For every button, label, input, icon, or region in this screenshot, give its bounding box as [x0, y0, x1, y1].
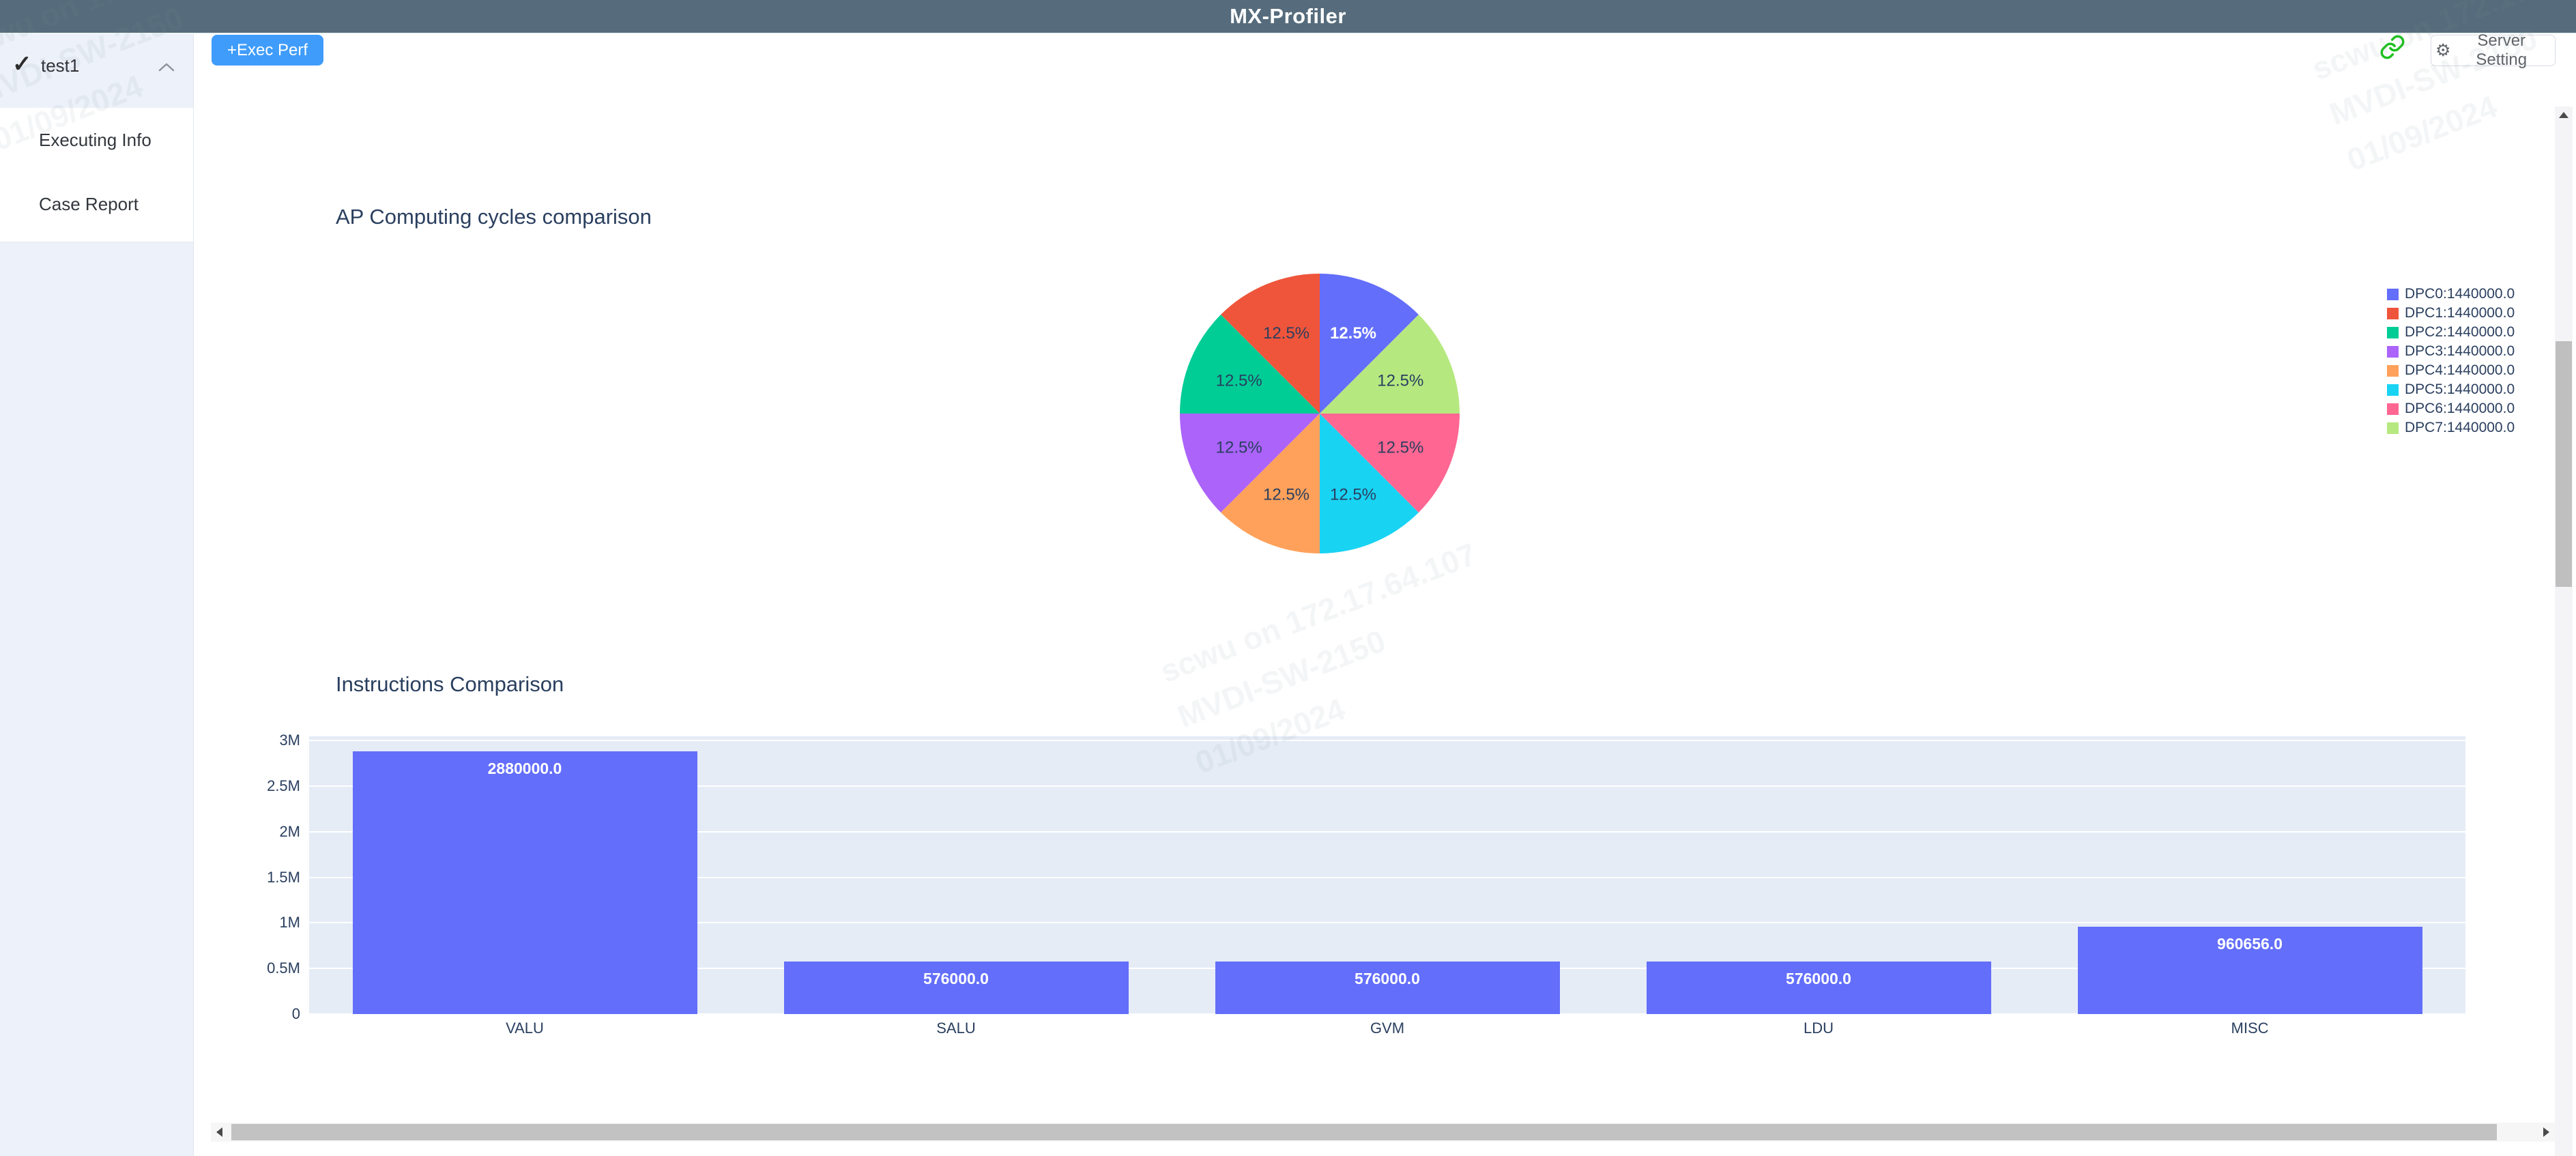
legend-label: DPC3:1440000.0 [2405, 343, 2515, 359]
gear-icon: ⚙ [2435, 41, 2451, 60]
bar-valu[interactable] [352, 751, 697, 1014]
link-icon[interactable] [2379, 34, 2405, 60]
sidebar-menu: Executing Info Case Report [0, 108, 193, 242]
legend-item-dpc2[interactable]: DPC2:1440000.0 [2387, 323, 2515, 342]
legend-swatch-icon [2387, 364, 2399, 377]
scroll-up-arrow-icon[interactable] [2559, 112, 2568, 118]
bar-gvm[interactable] [1215, 962, 1560, 1014]
x-axis-tick-label: MISC [2231, 1020, 2269, 1037]
pie-slice-dpc1[interactable] [1221, 274, 1320, 414]
chevron-up-icon[interactable] [158, 61, 175, 76]
legend-swatch-icon [2387, 288, 2399, 300]
pie-slice-label: 12.5% [1216, 438, 1262, 457]
x-axis-tick-label: VALU [506, 1020, 544, 1037]
legend-swatch-icon [2387, 345, 2399, 358]
sidebar-item-case-report[interactable]: Case Report [0, 172, 193, 236]
y-axis-tick-label: 2M [279, 822, 300, 840]
sidebar-project-row[interactable]: ✓ test1 [0, 33, 193, 109]
gridline [309, 785, 2465, 787]
scroll-right-arrow-icon[interactable] [2543, 1127, 2549, 1137]
app-header: MX-Profiler [0, 0, 2576, 34]
legend-label: DPC6:1440000.0 [2405, 401, 2515, 416]
bar-value-label: 960656.0 [2217, 934, 2283, 953]
sidebar-item-label: Executing Info [39, 129, 151, 150]
bar-value-label: 576000.0 [1355, 970, 1420, 987]
legend-swatch-icon [2387, 422, 2399, 434]
sidebar-item-label: Case Report [39, 193, 139, 214]
y-axis-tick-label: 1M [279, 914, 300, 931]
legend-swatch-icon [2387, 403, 2399, 415]
pie-slice-label: 12.5% [1263, 324, 1309, 343]
y-axis-tick-label: 2.5M [267, 777, 300, 794]
legend-label: DPC5:1440000.0 [2405, 381, 2515, 397]
legend-label: DPC4:1440000.0 [2405, 362, 2515, 378]
bar-ldu[interactable] [1646, 962, 1991, 1014]
y-axis-tick-label: 1.5M [267, 868, 300, 886]
scroll-left-arrow-icon[interactable] [216, 1127, 222, 1137]
gridline [309, 922, 2465, 924]
legend-item-dpc6[interactable]: DPC6:1440000.0 [2387, 399, 2515, 418]
x-axis-tick-label: GVM [1370, 1020, 1405, 1037]
bar-value-label: 2880000.0 [487, 760, 562, 778]
legend-item-dpc4[interactable]: DPC4:1440000.0 [2387, 361, 2515, 380]
gridline [309, 830, 2465, 833]
legend-item-dpc0[interactable]: DPC0:1440000.0 [2387, 285, 2515, 304]
exec-perf-button[interactable]: +Exec Perf [212, 35, 323, 66]
pie-chart[interactable]: 12.5% 12.5% 12.5% 12.5% 12.5% 12.5% 12.5% 12.5% [1163, 257, 1477, 570]
pie-slice-dpc6[interactable] [1320, 414, 1460, 512]
legend-swatch-icon [2387, 307, 2399, 319]
legend-item-dpc1[interactable]: DPC1:1440000.0 [2387, 304, 2515, 323]
bar-chart-plot-area[interactable] [309, 736, 2465, 1015]
legend-label: DPC7:1440000.0 [2405, 420, 2515, 435]
legend-swatch-icon [2387, 326, 2399, 338]
horizontal-scrollbar-thumb[interactable] [231, 1124, 2497, 1140]
legend-item-dpc5[interactable]: DPC5:1440000.0 [2387, 380, 2515, 399]
pie-slice-label: 12.5% [1377, 438, 1423, 457]
sidebar-item-executing-info[interactable]: Executing Info [0, 108, 193, 172]
legend-item-dpc3[interactable]: DPC3:1440000.0 [2387, 342, 2515, 361]
y-axis-tick-label: 0 [291, 1005, 300, 1022]
legend-label: DPC1:1440000.0 [2405, 305, 2515, 321]
pie-slice-dpc2[interactable] [1180, 315, 1320, 414]
legend-swatch-icon [2387, 384, 2399, 396]
server-setting-button[interactable]: ⚙ Server Setting [2431, 31, 2556, 69]
pie-slice-label: 12.5% [1216, 371, 1262, 390]
bar-misc[interactable] [2077, 926, 2422, 1014]
server-setting-label: Server Setting [2476, 31, 2528, 69]
bar-value-label: 576000.0 [1786, 970, 1851, 987]
pie-slice-label: 12.5% [1330, 324, 1376, 343]
gridline [309, 1013, 2465, 1015]
pie-slice-dpc5[interactable] [1320, 414, 1419, 553]
pie-slice-dpc7[interactable] [1320, 315, 1460, 414]
gridline [309, 876, 2465, 878]
legend-label: DPC2:1440000.0 [2405, 324, 2515, 340]
project-name: test1 [41, 55, 80, 76]
vertical-scrollbar[interactable] [2555, 106, 2573, 1156]
pie-slice-dpc3[interactable] [1180, 414, 1320, 512]
y-axis-tick-label: 0.5M [267, 959, 300, 977]
bar-value-label: 576000.0 [923, 970, 989, 987]
check-icon: ✓ [12, 51, 32, 77]
horizontal-scrollbar[interactable] [211, 1123, 2555, 1142]
y-axis-tick-label: 3M [279, 732, 300, 749]
bar-section-title: Instructions Comparison [336, 672, 564, 696]
pie-slice-label: 12.5% [1330, 486, 1376, 504]
pie-slice-label: 12.5% [1263, 486, 1309, 504]
x-axis-tick-label: LDU [1803, 1020, 1834, 1037]
gridline [309, 740, 2465, 741]
pie-slice-label: 12.5% [1377, 371, 1423, 390]
bar-salu[interactable] [783, 962, 1129, 1014]
pie-slice-dpc0[interactable] [1320, 274, 1419, 414]
x-axis-tick-label: SALU [936, 1020, 976, 1037]
legend-item-dpc7[interactable]: DPC7:1440000.0 [2387, 418, 2515, 437]
pie-section-title: AP Computing cycles comparison [336, 205, 652, 229]
vertical-scrollbar-thumb[interactable] [2556, 341, 2572, 587]
app-title: MX-Profiler [1230, 4, 1346, 28]
sidebar: ✓ test1 Executing Info Case Report [0, 33, 194, 1156]
legend-label: DPC0:1440000.0 [2405, 286, 2515, 302]
pie-slice-dpc4[interactable] [1221, 414, 1320, 553]
pie-legend: DPC0:1440000.0 DPC1:1440000.0 DPC2:1440000… [2387, 285, 2515, 437]
